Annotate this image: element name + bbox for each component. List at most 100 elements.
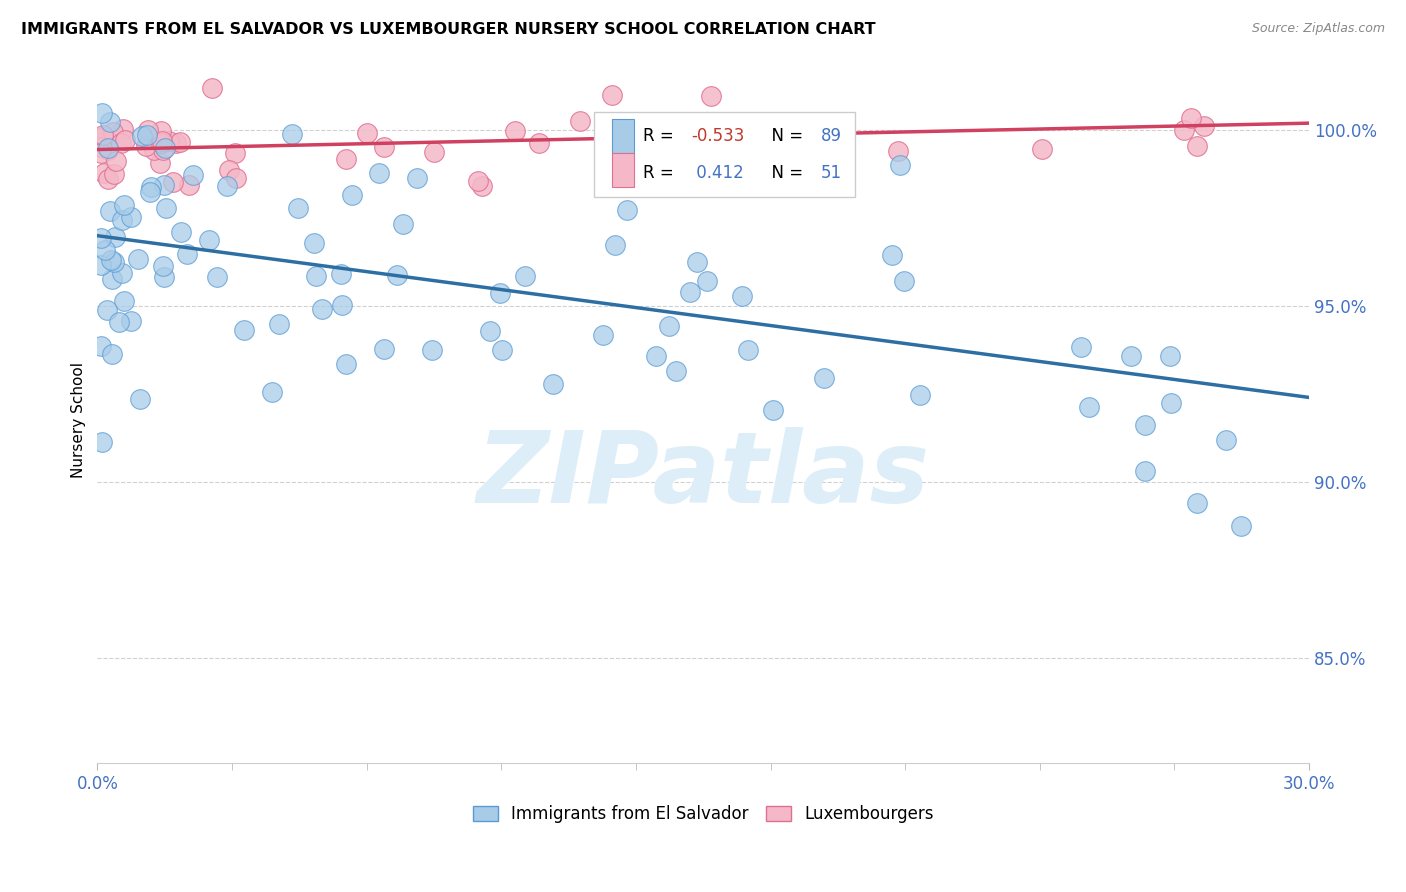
Point — [127, 252, 149, 266]
Text: N =: N = — [762, 128, 808, 145]
Point — [104, 230, 127, 244]
Point — [149, 156, 172, 170]
Point — [111, 266, 134, 280]
Point — [155, 141, 177, 155]
Point — [112, 198, 135, 212]
Point — [139, 185, 162, 199]
Point — [121, 314, 143, 328]
Point — [737, 343, 759, 357]
Point — [90, 231, 112, 245]
Point — [1133, 464, 1156, 478]
Point — [679, 285, 702, 299]
Point — [152, 259, 174, 273]
Point — [513, 269, 536, 284]
Point — [700, 89, 723, 103]
Point — [686, 255, 709, 269]
Point — [478, 324, 501, 338]
Point — [152, 143, 174, 157]
Point — [114, 133, 136, 147]
Point — [471, 178, 494, 193]
Point — [281, 127, 304, 141]
Point — [373, 342, 395, 356]
Legend: Immigrants from El Salvador, Luxembourgers: Immigrants from El Salvador, Luxembourge… — [472, 805, 934, 823]
Y-axis label: Nursery School: Nursery School — [72, 362, 86, 478]
Point — [131, 129, 153, 144]
Point — [97, 141, 120, 155]
Point — [704, 157, 727, 171]
Text: Source: ZipAtlas.com: Source: ZipAtlas.com — [1251, 22, 1385, 36]
Point — [149, 136, 172, 150]
Point — [112, 122, 135, 136]
Point — [162, 175, 184, 189]
Point — [267, 317, 290, 331]
Point — [731, 289, 754, 303]
Point — [1185, 139, 1208, 153]
Point — [880, 247, 903, 261]
Point — [387, 268, 409, 282]
Point — [224, 146, 246, 161]
Point — [176, 247, 198, 261]
Point — [420, 343, 443, 357]
Point — [136, 128, 159, 142]
Point — [1121, 349, 1143, 363]
Point — [681, 151, 703, 165]
Point — [305, 268, 328, 283]
Point — [111, 212, 134, 227]
Point — [260, 385, 283, 400]
Text: R =: R = — [643, 128, 679, 145]
Point — [1187, 495, 1209, 509]
Point — [491, 343, 513, 357]
Point — [1215, 433, 1237, 447]
Point — [665, 364, 688, 378]
Text: 51: 51 — [821, 164, 842, 183]
Text: 0.412: 0.412 — [692, 164, 744, 183]
Point — [287, 201, 309, 215]
Point — [155, 201, 177, 215]
Point — [1160, 349, 1182, 363]
Point — [422, 145, 444, 160]
Point — [152, 178, 174, 192]
Point — [136, 122, 159, 136]
Text: R =: R = — [643, 164, 679, 183]
Point — [91, 129, 114, 144]
Point — [1229, 519, 1251, 533]
Point — [813, 371, 835, 385]
Point — [103, 255, 125, 269]
Point — [108, 315, 131, 329]
Text: N =: N = — [762, 164, 808, 183]
Point — [141, 179, 163, 194]
Point — [356, 126, 378, 140]
Point — [232, 323, 254, 337]
Point — [330, 267, 353, 281]
Point — [893, 274, 915, 288]
Point — [169, 135, 191, 149]
Point — [373, 140, 395, 154]
Text: -0.533: -0.533 — [692, 128, 744, 145]
Point — [696, 274, 718, 288]
Point — [1173, 123, 1195, 137]
Point — [600, 87, 623, 102]
Point — [785, 118, 807, 132]
Point — [489, 285, 512, 300]
Point — [170, 225, 193, 239]
Point — [165, 136, 187, 150]
Point — [142, 143, 165, 157]
Point — [181, 169, 204, 183]
Point — [762, 403, 785, 417]
Bar — [613, 119, 634, 153]
Point — [177, 178, 200, 192]
Point — [1160, 396, 1182, 410]
Point — [150, 134, 173, 148]
Text: IMMIGRANTS FROM EL SALVADOR VS LUXEMBOURGER NURSERY SCHOOL CORRELATION CHART: IMMIGRANTS FROM EL SALVADOR VS LUXEMBOUR… — [21, 22, 876, 37]
Point — [100, 253, 122, 268]
Point — [1192, 119, 1215, 133]
Point — [90, 105, 112, 120]
FancyBboxPatch shape — [595, 112, 855, 197]
Point — [332, 298, 354, 312]
Point — [657, 318, 679, 333]
Point — [97, 171, 120, 186]
Point — [110, 136, 132, 151]
Point — [91, 128, 114, 142]
Point — [93, 166, 115, 180]
Point — [592, 328, 614, 343]
